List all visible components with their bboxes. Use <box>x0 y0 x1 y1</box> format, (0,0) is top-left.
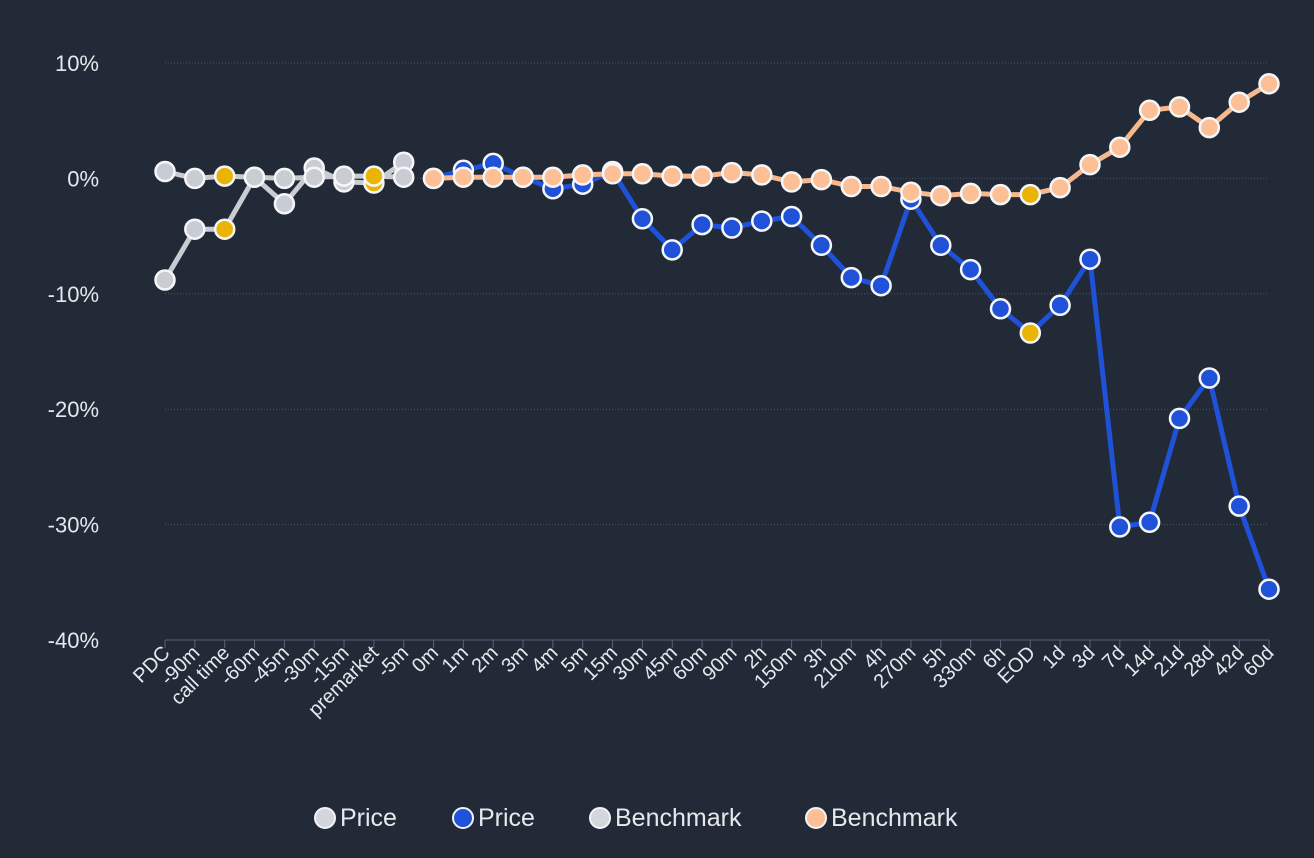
y-tick-label: -10% <box>48 282 99 307</box>
data-point-benchmark[interactable] <box>959 182 982 205</box>
data-point-benchmark[interactable] <box>780 171 803 193</box>
legend-label: Benchmark <box>831 803 958 832</box>
x-tick-label: 4m <box>527 642 562 677</box>
data-point-benchmark[interactable] <box>184 167 206 190</box>
data-point-benchmark[interactable] <box>1168 96 1191 118</box>
data-point-benchmark[interactable] <box>154 160 176 183</box>
data-point-benchmark[interactable] <box>870 175 892 198</box>
x-tick-label: 60d <box>1239 642 1278 681</box>
data-point-benchmark[interactable] <box>810 168 833 191</box>
y-tick-label: -20% <box>48 397 99 422</box>
data-point-benchmark[interactable] <box>601 163 624 185</box>
data-point-price[interactable] <box>721 217 743 239</box>
data-point-benchmark[interactable] <box>273 167 296 190</box>
legend-marker-icon <box>314 807 336 829</box>
data-point-benchmark[interactable] <box>631 163 654 185</box>
data-point-benchmark[interactable] <box>1079 153 1101 176</box>
data-point-benchmark[interactable] <box>1198 116 1221 139</box>
data-point-benchmark[interactable] <box>1019 183 1042 206</box>
data-point-price[interactable] <box>631 208 654 230</box>
data-point-price[interactable] <box>1019 322 1042 344</box>
data-point-price[interactable] <box>1138 511 1161 534</box>
data-point-price[interactable] <box>780 205 803 228</box>
data-point-benchmark[interactable] <box>422 167 445 190</box>
data-point-price[interactable] <box>989 298 1012 320</box>
data-point-benchmark[interactable] <box>989 183 1012 206</box>
legend: Price Price Benchmark Benchmark <box>0 796 1314 840</box>
data-point-benchmark[interactable] <box>900 181 922 203</box>
y-axis-ticks: 10% 0% -10% -20% -30% -40% <box>48 51 99 653</box>
x-tick-label: 3m <box>497 642 532 677</box>
x-tick-label: 1m <box>438 642 473 677</box>
data-point-price[interactable] <box>213 218 236 240</box>
legend-label: Benchmark <box>615 803 742 832</box>
legend-label: Price <box>340 803 397 832</box>
legend-item-benchmark-1[interactable]: Benchmark <box>589 796 741 840</box>
data-point-price[interactable] <box>1228 495 1250 517</box>
data-point-benchmark[interactable] <box>452 166 475 188</box>
data-point-benchmark[interactable] <box>482 166 504 188</box>
y-tick-label: 0% <box>67 166 99 191</box>
data-point-price[interactable] <box>691 213 713 236</box>
data-point-price[interactable] <box>1198 367 1221 389</box>
data-point-benchmark[interactable] <box>363 165 385 187</box>
legend-item-benchmark-2[interactable]: Benchmark <box>805 796 957 840</box>
data-point-price[interactable] <box>661 239 683 261</box>
data-point-price[interactable] <box>154 269 176 291</box>
data-point-price[interactable] <box>1258 578 1280 600</box>
data-point-benchmark[interactable] <box>1049 176 1071 199</box>
y-tick-label: 10% <box>55 51 99 76</box>
data-point-price[interactable] <box>870 274 892 297</box>
data-point-price[interactable] <box>751 210 773 232</box>
data-point-price[interactable] <box>1168 407 1191 430</box>
data-point-price[interactable] <box>1109 516 1131 538</box>
legend-label: Price <box>478 803 535 832</box>
data-point-benchmark[interactable] <box>751 164 773 186</box>
series-lines <box>162 81 1272 592</box>
data-point-price[interactable] <box>930 234 952 257</box>
data-point-benchmark[interactable] <box>1138 99 1161 122</box>
data-point-price[interactable] <box>273 193 296 215</box>
legend-marker-icon <box>589 807 611 829</box>
data-point-benchmark[interactable] <box>840 175 863 198</box>
data-point-benchmark[interactable] <box>1228 91 1250 113</box>
data-point-price[interactable] <box>959 258 982 281</box>
data-point-benchmark[interactable] <box>930 184 952 207</box>
data-point-benchmark[interactable] <box>721 161 743 184</box>
x-tick-label: 3d <box>1068 642 1099 673</box>
data-point-benchmark[interactable] <box>571 164 594 186</box>
legend-marker-icon <box>805 807 827 829</box>
data-point-benchmark[interactable] <box>661 165 683 187</box>
data-point-benchmark[interactable] <box>542 166 564 188</box>
legend-marker-icon <box>452 807 474 829</box>
data-point-price[interactable] <box>810 234 833 257</box>
x-tick-label: 90m <box>698 642 741 685</box>
data-point-benchmark[interactable] <box>691 165 713 187</box>
data-point-benchmark[interactable] <box>1258 73 1280 95</box>
x-tick-label: 1d <box>1038 642 1069 673</box>
gridlines <box>165 62 1269 641</box>
y-tick-label: -30% <box>48 513 99 538</box>
x-tick-label: 0m <box>408 642 443 677</box>
x-tick-label: 2m <box>468 642 503 677</box>
data-point-benchmark[interactable] <box>243 166 266 188</box>
y-tick-label: -40% <box>48 628 99 653</box>
legend-item-price-1[interactable]: Price <box>314 796 397 840</box>
data-point-benchmark[interactable] <box>303 166 325 188</box>
data-point-benchmark[interactable] <box>1109 136 1131 158</box>
data-point-benchmark[interactable] <box>512 166 534 188</box>
data-point-benchmark[interactable] <box>213 165 236 187</box>
data-point-price[interactable] <box>840 266 863 289</box>
data-point-benchmark[interactable] <box>333 165 355 187</box>
data-point-price[interactable] <box>1049 294 1071 317</box>
data-point-price[interactable] <box>184 218 206 240</box>
data-point-price[interactable] <box>1079 248 1101 270</box>
legend-item-price-2[interactable]: Price <box>452 796 535 840</box>
data-point-benchmark[interactable] <box>392 166 415 188</box>
series-points <box>154 73 1280 600</box>
